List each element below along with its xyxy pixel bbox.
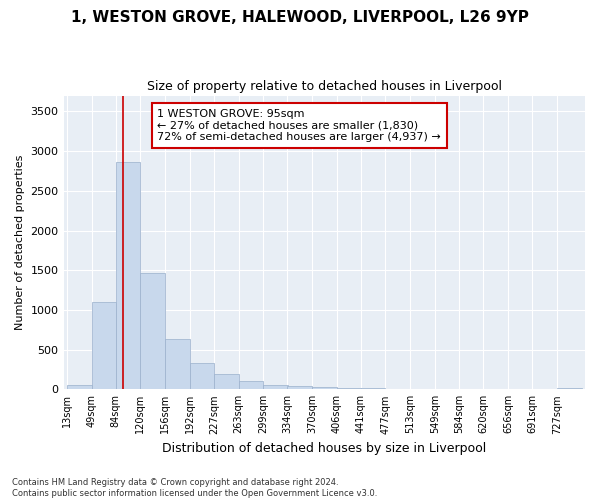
Bar: [312, 387, 337, 390]
Bar: [263, 384, 288, 390]
X-axis label: Distribution of detached houses by size in Liverpool: Distribution of detached houses by size …: [162, 442, 487, 455]
Text: 1, WESTON GROVE, HALEWOOD, LIVERPOOL, L26 9YP: 1, WESTON GROVE, HALEWOOD, LIVERPOOL, L2…: [71, 10, 529, 25]
Y-axis label: Number of detached properties: Number of detached properties: [15, 154, 25, 330]
Text: 1 WESTON GROVE: 95sqm
← 27% of detached houses are smaller (1,830)
72% of semi-d: 1 WESTON GROVE: 95sqm ← 27% of detached …: [157, 109, 441, 142]
Bar: [337, 388, 361, 390]
Bar: [361, 388, 385, 390]
Bar: [140, 272, 165, 390]
Bar: [214, 374, 239, 390]
Bar: [165, 339, 190, 390]
Bar: [116, 162, 140, 390]
Text: Contains HM Land Registry data © Crown copyright and database right 2024.
Contai: Contains HM Land Registry data © Crown c…: [12, 478, 377, 498]
Bar: [239, 382, 263, 390]
Bar: [67, 386, 92, 390]
Bar: [557, 388, 581, 390]
Title: Size of property relative to detached houses in Liverpool: Size of property relative to detached ho…: [147, 80, 502, 93]
Bar: [190, 363, 214, 390]
Bar: [287, 386, 312, 390]
Bar: [92, 302, 116, 390]
